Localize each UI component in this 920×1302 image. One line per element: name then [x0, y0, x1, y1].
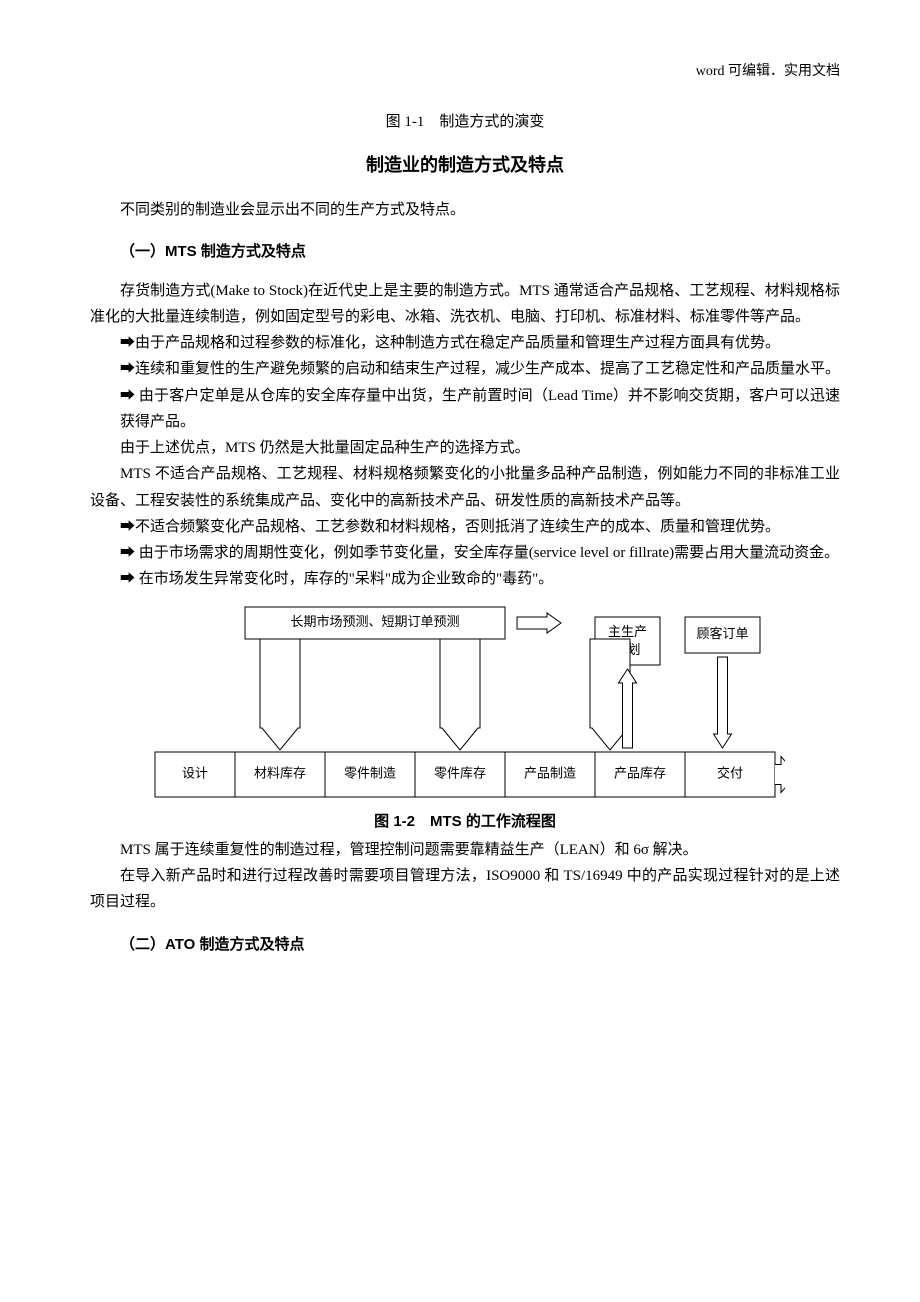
section-1-bullet-6: ➡ 在市场发生异常变化时，库存的"呆料"成为企业致命的"毒药"。 — [90, 566, 840, 592]
body-text: 不同类别的制造业会显示出不同的生产方式及特点。 （一）MTS 制造方式及特点 存… — [90, 197, 840, 958]
section-1-bullet-2: ➡连续和重复性的生产避免频繁的启动和结束生产过程，减少生产成本、提高了工艺稳定性… — [90, 356, 840, 382]
section-1-p2: 由于上述优点，MTS 仍然是大批量固定品种生产的选择方式。 — [90, 435, 840, 461]
section-1-p1: 存货制造方式(Make to Stock)在近代史上是主要的制造方式。MTS 通… — [90, 278, 840, 331]
svg-text:顾客订单: 顾客订单 — [696, 625, 748, 640]
mts-flowchart: 长期市场预测、短期订单预测主生产计划顾客订单设计材料库存零件制造零件库存产品制造… — [90, 597, 840, 807]
flowchart-svg: 长期市场预测、短期订单预测主生产计划顾客订单设计材料库存零件制造零件库存产品制造… — [145, 597, 785, 807]
section-1-bullet-4: ➡不适合频繁变化产品规格、工艺参数和材料规格，否则抵消了连续生产的成本、质量和管… — [90, 514, 840, 540]
header-right-text: word 可编辑．实用文档 — [696, 60, 840, 80]
after-paragraph-2: 在导入新产品时和进行过程改善时需要项目管理方法，ISO9000 和 TS/169… — [90, 863, 840, 916]
svg-text:零件制造: 零件制造 — [344, 765, 396, 780]
after-paragraph-1: MTS 属于连续重复性的制造过程，管理控制问题需要靠精益生产（LEAN）和 6σ… — [90, 837, 840, 863]
page-title: 制造业的制造方式及特点 — [90, 151, 840, 177]
svg-text:设计: 设计 — [182, 765, 208, 780]
section-1-heading: （一）MTS 制造方式及特点 — [90, 239, 840, 265]
svg-text:零件库存: 零件库存 — [434, 765, 486, 780]
figure-1-2-caption: 图 1-2 MTS 的工作流程图 — [90, 809, 840, 835]
svg-text:材料库存: 材料库存 — [254, 765, 306, 780]
svg-text:交付: 交付 — [717, 765, 743, 780]
svg-text:产品制造: 产品制造 — [524, 765, 576, 780]
svg-text:长期市场预测、短期订单预测: 长期市场预测、短期订单预测 — [290, 613, 459, 628]
intro-paragraph: 不同类别的制造业会显示出不同的生产方式及特点。 — [90, 197, 840, 223]
section-1-p3: MTS 不适合产品规格、工艺规程、材料规格频繁变化的小批量多品种产品制造，例如能… — [90, 461, 840, 514]
section-2-heading: （二）ATO 制造方式及特点 — [90, 932, 840, 958]
section-1-bullet-3: ➡ 由于客户定单是从仓库的安全库存量中出货，生产前置时间（Lead Time）并… — [90, 383, 840, 436]
svg-text:产品库存: 产品库存 — [614, 765, 666, 780]
section-1-bullet-5: ➡ 由于市场需求的周期性变化，例如季节变化量，安全库存量(service lev… — [90, 540, 840, 566]
section-1-bullet-1: ➡由于产品规格和过程参数的标准化，这种制造方式在稳定产品质量和管理生产过程方面具… — [90, 330, 840, 356]
figure-1-1-caption: 图 1-1 制造方式的演变 — [90, 110, 840, 131]
document-page: word 可编辑．实用文档 图 1-1 制造方式的演变 制造业的制造方式及特点 … — [0, 0, 920, 1302]
svg-text:主生产: 主生产 — [608, 623, 647, 638]
